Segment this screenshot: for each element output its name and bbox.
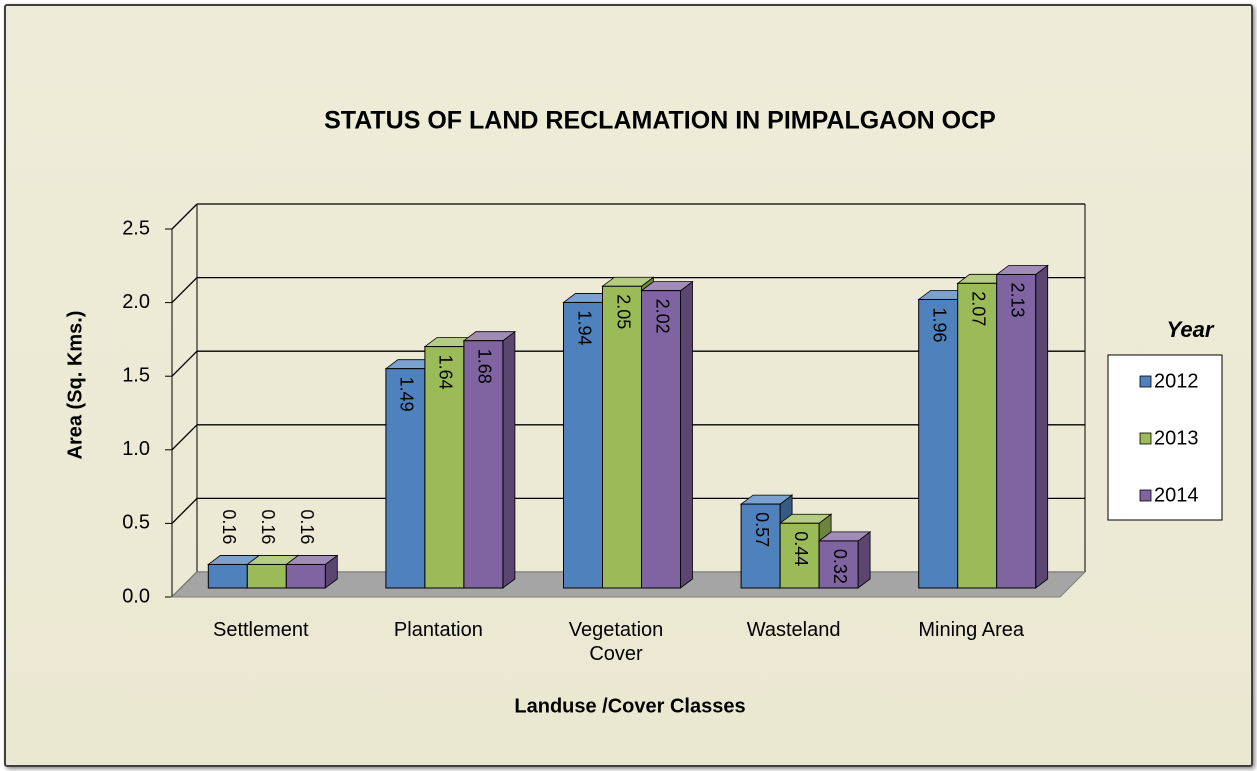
bar: [602, 285, 642, 589]
data-label: 1.96: [929, 307, 949, 342]
bar: [424, 346, 465, 589]
data-label: 2.13: [1007, 282, 1027, 317]
x-tick-label: Settlement: [212, 619, 309, 641]
bar: [285, 563, 326, 589]
y-tick-label: 1.5: [122, 364, 150, 386]
x-tick-label: Wasteland: [746, 619, 841, 641]
grid-line: [171, 350, 198, 377]
bar-side: [502, 330, 516, 589]
data-label: 2.02: [652, 299, 672, 334]
data-label: 1.94: [574, 310, 594, 345]
data-label: 0.16: [297, 509, 317, 544]
legend-label: 2014: [1154, 484, 1199, 506]
bar: [957, 282, 998, 589]
x-axis-title: Landuse /Cover Classes: [514, 695, 745, 717]
bar: [996, 273, 1037, 589]
legend-title: Year: [1167, 317, 1215, 342]
y-axis-title: Area (Sq. Kms.): [64, 311, 86, 460]
data-label: 1.68: [475, 349, 495, 384]
legend-swatch: [1139, 489, 1152, 502]
grid-line: [171, 424, 198, 451]
bar: [385, 368, 426, 589]
grid-line: [171, 203, 198, 230]
chart-title: STATUS OF LAND RECLAMATION IN PIMPALGAON…: [324, 107, 996, 135]
y-tick-label: 2.5: [122, 217, 150, 239]
data-label: 0.57: [752, 512, 772, 547]
bar: [463, 340, 504, 589]
bar-side: [1035, 264, 1049, 589]
legend-label: 2012: [1154, 370, 1199, 392]
y-tick-label: 0.0: [122, 585, 150, 607]
bar: [779, 522, 820, 589]
legend-swatch: [1139, 375, 1152, 388]
bar-side: [680, 280, 693, 589]
bar: [641, 290, 681, 589]
data-label: 0.16: [219, 509, 239, 544]
legend-swatch: [1139, 432, 1152, 445]
bar: [818, 540, 859, 589]
data-label: 1.49: [397, 377, 417, 412]
grid-line: [171, 497, 198, 524]
x-tick-label: Mining Area: [918, 619, 1024, 641]
legend-box: [1107, 354, 1223, 521]
bar-side: [857, 531, 871, 589]
data-label: 0.44: [791, 531, 811, 566]
bar: [246, 563, 287, 589]
y-tick-label: 0.5: [122, 512, 150, 534]
x-tick-label: Plantation: [393, 619, 483, 641]
data-label: 0.16: [258, 509, 278, 544]
data-label: 1.64: [436, 355, 456, 390]
data-label: 2.05: [613, 294, 633, 329]
y-tick-label: 2.0: [122, 291, 150, 313]
y-tick-label: 1.0: [122, 438, 150, 460]
grid-line: [171, 277, 198, 304]
bar: [563, 301, 603, 589]
bar: [918, 298, 959, 589]
data-label: 2.07: [968, 291, 988, 326]
legend-label: 2013: [1154, 427, 1199, 449]
x-tick-label: Vegetation Cover: [568, 619, 664, 665]
data-label: 0.32: [830, 549, 850, 584]
bar: [207, 563, 248, 589]
